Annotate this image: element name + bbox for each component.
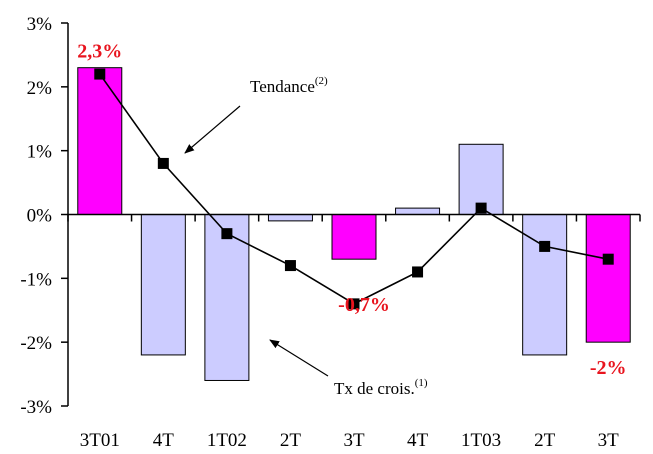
trend-point	[412, 266, 424, 278]
bar-series	[77, 67, 631, 381]
y-tick-label: -1%	[20, 269, 52, 290]
data-labels: 2,3% -0,7% -2%	[77, 41, 626, 379]
trend-point	[348, 298, 360, 310]
bar	[395, 207, 441, 216]
annotation-arrow	[184, 105, 241, 154]
y-tick-label: -3%	[20, 397, 52, 418]
trend-point	[284, 260, 296, 272]
bar	[522, 214, 568, 356]
x-tick-label: 1T03	[461, 430, 501, 451]
data-label: -2%	[590, 357, 627, 379]
x-tick-label: 3T	[598, 430, 620, 451]
bar	[140, 214, 186, 356]
data-label: -0,7%	[338, 294, 390, 316]
bar	[331, 214, 377, 260]
x-tick-label: 4T	[153, 430, 175, 451]
y-tick-label: 3%	[27, 14, 53, 35]
x-tick-label: 2T	[280, 430, 302, 451]
trend-point	[539, 240, 551, 252]
y-tick-label: 2%	[27, 78, 53, 99]
y-tick-label: 0%	[27, 206, 53, 227]
y-tick-label: 1%	[27, 142, 53, 163]
trend-point	[221, 228, 233, 240]
trend-point	[94, 68, 106, 80]
y-axis: 3% 2% 1% 0% -1% -2% -3%	[20, 14, 69, 418]
x-tick-label: 3T01	[80, 430, 120, 451]
bar	[585, 214, 631, 343]
trend-point	[157, 157, 169, 169]
bar	[204, 214, 250, 381]
annotations: Tendance(2) Tx de crois.(1)	[184, 75, 428, 398]
y-tick-label: -2%	[20, 333, 52, 354]
annotation-label: Tendance(2)	[250, 75, 328, 96]
bar	[77, 67, 123, 215]
annotation-arrow	[269, 339, 329, 377]
bar	[267, 214, 313, 222]
trend-point	[475, 202, 487, 214]
x-tick-label: 2T	[534, 430, 556, 451]
zero-line	[67, 213, 641, 222]
data-label: 2,3%	[77, 41, 122, 63]
x-tick-label: 3T	[343, 430, 365, 451]
x-axis-labels: 3T01 4T 1T02 2T 3T 4T 1T03 2T 3T	[80, 430, 619, 451]
x-tick-label: 1T02	[207, 430, 247, 451]
x-tick-label: 4T	[407, 430, 429, 451]
trend-point	[602, 253, 614, 265]
annotation-label: Tx de crois.(1)	[334, 377, 428, 398]
trend-line-series	[94, 68, 614, 310]
